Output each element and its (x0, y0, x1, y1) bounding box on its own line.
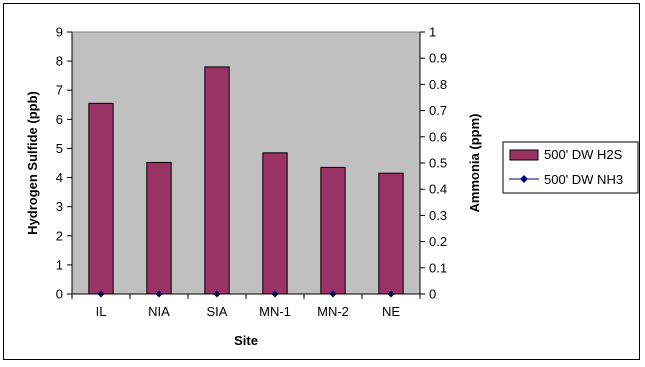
x-axis-title: Site (234, 333, 258, 348)
y2-tick-label: 0.5 (429, 156, 447, 171)
y2-tick-label: 0.8 (429, 77, 447, 92)
y2-tick-label: 0.4 (429, 182, 447, 197)
y-axis-title: Hydrogen Sulfide (ppb) (25, 91, 40, 235)
bar-il (88, 102, 114, 295)
y2-tick-label: 0.3 (429, 208, 447, 223)
x-tick-label: NIA (148, 304, 170, 319)
y-tick-label: 6 (56, 112, 63, 127)
x-tick-label: IL (96, 304, 107, 319)
plot-area (71, 31, 421, 295)
y2-axis-title: Ammonia (ppm) (467, 114, 482, 213)
bar-mn-1 (262, 152, 288, 295)
y2-tick-label: 0.2 (429, 234, 447, 249)
y-tick-label: 2 (56, 228, 63, 243)
bar-sia (204, 66, 230, 295)
x-tick-label: SIA (207, 304, 228, 319)
legend-label-nh3: 500' DW NH3 (544, 172, 623, 187)
y2-tick-label: 1 (429, 25, 436, 40)
x-tick-label: NE (382, 304, 400, 319)
y-tick-label: 0 (56, 287, 63, 302)
y2-tick-label: 0 (429, 287, 436, 302)
legend-swatch-h2s (509, 149, 539, 161)
y-tick-label: 9 (56, 25, 63, 40)
y-tick-label: 4 (56, 170, 63, 185)
bar-mn-2 (320, 166, 346, 295)
legend-marker-nh3 (520, 175, 528, 183)
y-tick-label: 7 (56, 83, 63, 98)
y-tick-label: 1 (56, 257, 63, 272)
bar-ne (378, 172, 404, 295)
y-tick-label: 3 (56, 199, 63, 214)
chart: 0 1 2 3 4 5 6 7 8 9 0 0.1 0.2 0.3 0.4 0.5 0.6 0.7 0.8 0.9 1… (25, 25, 639, 348)
x-tick-label: MN-2 (317, 304, 349, 319)
bar-nia (146, 161, 172, 295)
legend: 500' DW H2S 500' DW NH3 (502, 141, 639, 194)
y-tick-label: 8 (56, 54, 63, 69)
y2-tick-label: 0.9 (429, 51, 447, 66)
chart-frame: 0 1 2 3 4 5 6 7 8 9 0 0.1 0.2 0.3 0.4 0.5 0.6 0.7 0.8 0.9 1… (3, 3, 640, 360)
legend-label-h2s: 500' DW H2S (544, 147, 623, 162)
y2-tick-label: 0.6 (429, 129, 447, 144)
y2-tick-label: 0.1 (429, 260, 447, 275)
y2-tick-label: 0.7 (429, 103, 447, 118)
y-tick-label: 5 (56, 141, 63, 156)
x-tick-label: MN-1 (259, 304, 291, 319)
